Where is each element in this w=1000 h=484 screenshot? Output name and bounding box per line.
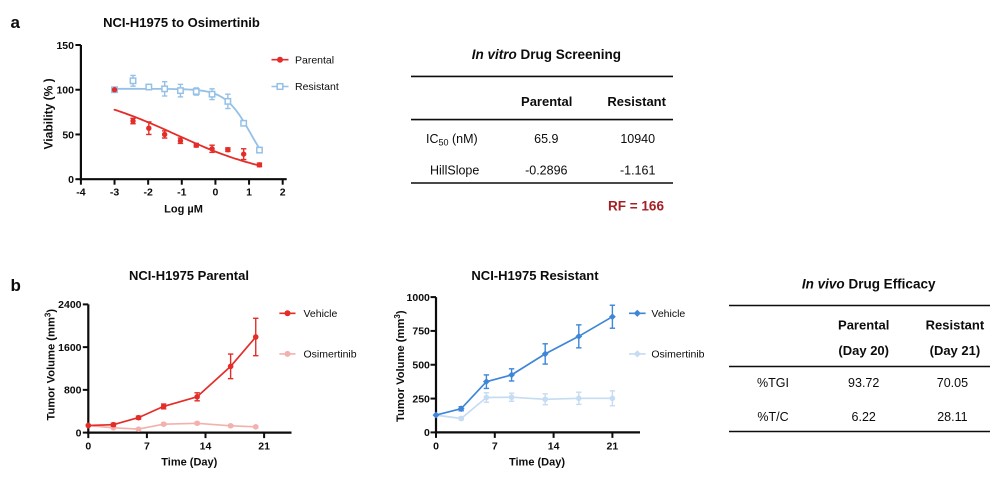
svg-text:14: 14 (200, 440, 212, 452)
svg-text:(Day 20): (Day 20) (838, 343, 889, 358)
svg-text:Parental: Parental (295, 54, 334, 66)
svg-text:Viability (% ): Viability (% ) (42, 78, 56, 149)
svg-text:-3: -3 (110, 187, 119, 199)
svg-text:a: a (11, 13, 21, 32)
svg-text:0: 0 (85, 440, 91, 452)
svg-text:28.11: 28.11 (937, 410, 967, 424)
svg-text:NCI-H1975 Resistant: NCI-H1975 Resistant (471, 268, 599, 283)
svg-text:Time (Day): Time (Day) (161, 457, 217, 469)
svg-text:-1: -1 (177, 187, 186, 199)
svg-text:%T/C: %T/C (757, 410, 788, 424)
svg-text:%TGI: %TGI (757, 376, 789, 390)
svg-text:Log µM: Log µM (164, 204, 203, 216)
svg-text:800: 800 (64, 385, 82, 397)
svg-text:Parental: Parental (838, 318, 889, 333)
svg-text:0: 0 (212, 187, 218, 199)
svg-text:150: 150 (56, 40, 74, 52)
svg-text:(Day 21): (Day 21) (930, 343, 981, 358)
svg-text:-4: -4 (76, 187, 85, 199)
svg-text:100: 100 (56, 85, 74, 97)
svg-text:2400: 2400 (58, 299, 82, 311)
svg-text:Resistant: Resistant (295, 81, 339, 93)
svg-text:-0.2896: -0.2896 (525, 164, 567, 178)
svg-text:50: 50 (62, 129, 74, 141)
svg-text:0: 0 (76, 427, 82, 439)
svg-text:Resistant: Resistant (607, 94, 666, 109)
svg-text:0: 0 (424, 427, 430, 439)
svg-text:21: 21 (607, 440, 619, 452)
svg-text:IC50 (nM): IC50 (nM) (426, 132, 478, 148)
svg-text:Osimertinib: Osimertinib (304, 349, 357, 361)
svg-text:14: 14 (548, 440, 560, 452)
svg-text:-1.161: -1.161 (620, 164, 655, 178)
svg-text:1000: 1000 (407, 292, 431, 304)
svg-text:In vivo Drug Efficacy: In vivo Drug Efficacy (802, 277, 936, 292)
svg-text:Time (Day): Time (Day) (509, 457, 565, 469)
svg-text:HillSlope: HillSlope (430, 164, 479, 178)
svg-text:NCI-H1975 to Osimertinib: NCI-H1975 to Osimertinib (103, 15, 260, 30)
svg-text:7: 7 (492, 440, 498, 452)
svg-text:10940: 10940 (620, 132, 655, 146)
svg-text:70.05: 70.05 (937, 376, 968, 390)
svg-text:Resistant: Resistant (926, 318, 985, 333)
svg-text:Tumor Volume (mm3): Tumor Volume (mm3) (44, 309, 58, 421)
svg-text:7: 7 (144, 440, 150, 452)
svg-text:Parental: Parental (521, 94, 572, 109)
svg-text:-2: -2 (144, 187, 153, 199)
svg-text:1: 1 (246, 187, 252, 199)
svg-text:21: 21 (258, 440, 270, 452)
svg-text:Osimertinib: Osimertinib (651, 349, 704, 361)
svg-text:Vehicle: Vehicle (304, 308, 338, 320)
svg-text:RF = 166: RF = 166 (608, 199, 664, 214)
svg-text:In vitro Drug Screening: In vitro Drug Screening (472, 47, 621, 62)
svg-text:93.72: 93.72 (848, 376, 879, 390)
svg-text:Tumor Volume (mm3): Tumor Volume (mm3) (393, 310, 407, 422)
svg-text:2: 2 (280, 187, 286, 199)
svg-text:6.22: 6.22 (852, 410, 876, 424)
svg-text:b: b (11, 276, 21, 295)
svg-text:Vehicle: Vehicle (651, 308, 685, 320)
svg-text:65.9: 65.9 (534, 132, 558, 146)
svg-text:1600: 1600 (58, 342, 82, 354)
svg-text:0: 0 (68, 174, 74, 186)
svg-text:250: 250 (412, 393, 430, 405)
svg-text:NCI-H1975 Parental: NCI-H1975 Parental (129, 268, 249, 283)
svg-text:0: 0 (433, 440, 439, 452)
svg-text:750: 750 (412, 326, 430, 338)
svg-text:500: 500 (412, 360, 430, 372)
